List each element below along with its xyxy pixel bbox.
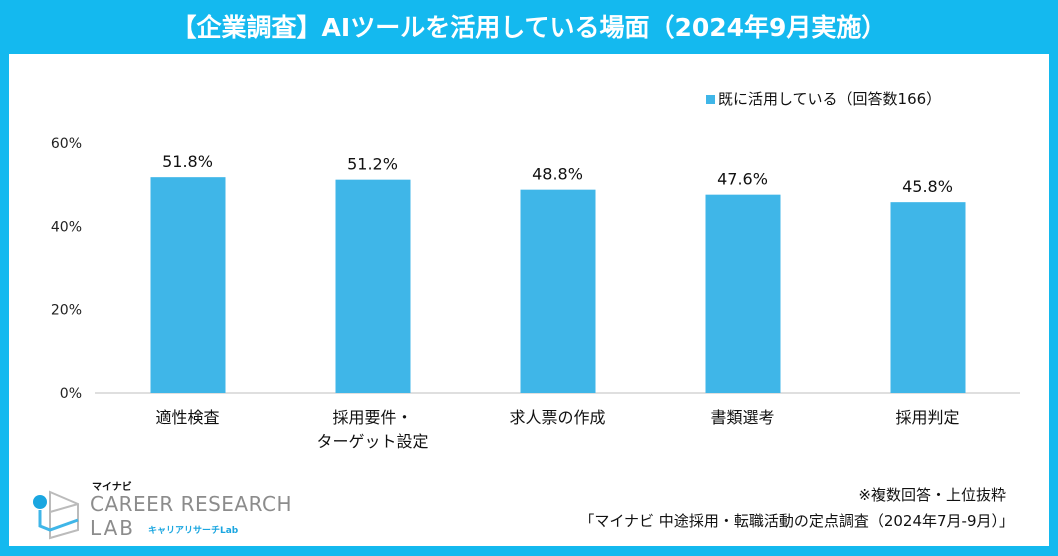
- x-tick-label: ターゲット設定: [316, 432, 428, 451]
- x-tick-label: 適性検査: [155, 408, 219, 427]
- x-tick-label: 書類選考: [710, 408, 774, 427]
- logo-brand: マイナビ: [92, 482, 132, 493]
- logo-line2: LAB: [90, 516, 136, 540]
- note-multiple-answers: ※複数回答・上位抜粋: [858, 486, 1006, 504]
- x-tick-label: 採用要件・: [332, 408, 412, 427]
- y-tick-label: 60%: [51, 136, 82, 152]
- y-tick-label: 40%: [51, 219, 82, 235]
- data-label: 47.6%: [717, 170, 768, 189]
- note-source: 「マイナビ 中途採用・転職活動の定点調査（2024年7月-9月）」: [579, 512, 1014, 530]
- legend-label: 既に活用している（回答数166）: [718, 90, 942, 108]
- logo: マイナビ CAREER RESEARCH LAB キャリアリサーチLab: [32, 482, 292, 544]
- logo-line1: CAREER RESEARCH: [90, 492, 293, 516]
- legend-swatch: [706, 94, 715, 104]
- data-label: 51.2%: [347, 155, 398, 174]
- y-tick-label: 20%: [51, 303, 82, 319]
- y-tick-label: 0%: [60, 386, 82, 402]
- data-label: 45.8%: [902, 177, 953, 196]
- x-tick-label: 求人票の作成: [509, 408, 605, 427]
- data-label: 51.8%: [162, 152, 213, 171]
- x-tick-label: 採用判定: [895, 408, 959, 427]
- bar: [335, 179, 411, 393]
- page-title: 【企業調査】AIツールを活用している場面（2024年9月実施）: [171, 13, 887, 42]
- bar: [520, 189, 596, 393]
- logo-cube-icon: [33, 490, 79, 540]
- legend: 既に活用している（回答数166）: [706, 90, 941, 108]
- logo-sub: キャリアリサーチLab: [148, 526, 239, 536]
- bar: [890, 202, 966, 393]
- data-label: 48.8%: [532, 165, 583, 184]
- bar: [705, 194, 781, 393]
- bar: [150, 177, 226, 393]
